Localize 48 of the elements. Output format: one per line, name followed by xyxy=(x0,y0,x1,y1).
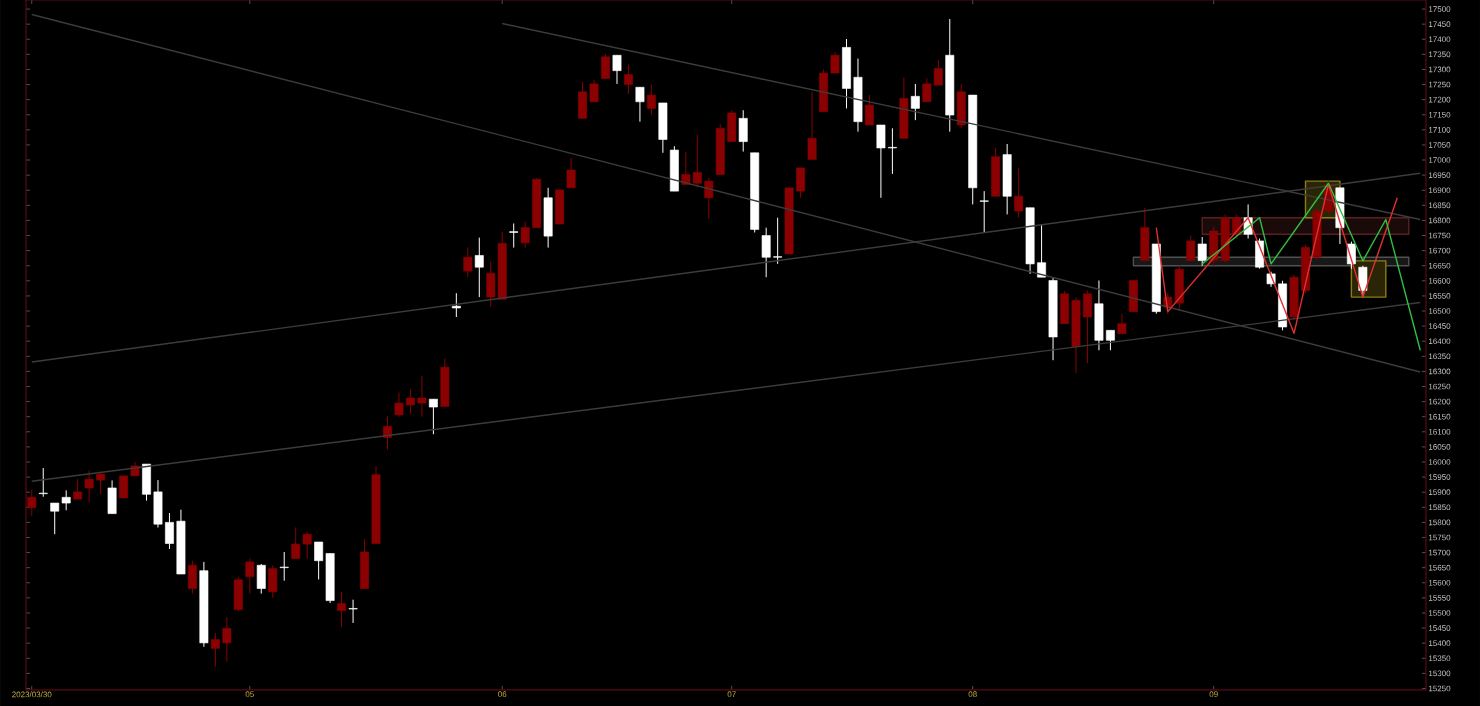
candlestick xyxy=(1117,313,1127,335)
candlestick xyxy=(646,84,656,115)
candlestick xyxy=(256,563,266,595)
candlestick xyxy=(383,415,392,451)
candlestick xyxy=(1197,236,1207,267)
candlestick xyxy=(440,358,450,407)
candlestick xyxy=(1128,280,1138,313)
candlestick xyxy=(463,246,473,278)
candlestick xyxy=(1014,167,1024,219)
candlestick xyxy=(543,187,553,249)
candlestick xyxy=(268,564,278,599)
candlestick xyxy=(279,551,289,582)
candlestick xyxy=(658,102,668,154)
candlestick xyxy=(910,83,920,121)
candlestick xyxy=(27,489,37,517)
candlestick xyxy=(337,591,347,628)
candlestick xyxy=(601,53,610,79)
candlestick xyxy=(1002,143,1012,215)
candlestick xyxy=(566,157,576,189)
candlestick xyxy=(669,145,679,192)
candlestick xyxy=(899,76,909,139)
candlestick xyxy=(73,478,83,500)
candlestick xyxy=(612,54,622,85)
candlestick xyxy=(991,147,1001,197)
candlestick xyxy=(474,237,484,298)
candlestick xyxy=(1358,265,1368,298)
candlestick xyxy=(738,109,748,153)
candlestick xyxy=(509,222,519,249)
candlestick xyxy=(1140,207,1150,262)
candlestick xyxy=(360,538,369,590)
candlestick xyxy=(956,83,966,129)
candlestick xyxy=(1186,235,1196,262)
candlestick xyxy=(635,86,645,123)
line-series xyxy=(1155,183,1398,335)
candlestick xyxy=(807,91,817,160)
candlestick xyxy=(348,599,358,624)
candlestick xyxy=(1255,238,1265,270)
candlestick xyxy=(451,292,461,318)
candlestick xyxy=(979,190,989,233)
candlestick xyxy=(107,479,117,515)
candlestick xyxy=(555,189,565,225)
candlestick xyxy=(428,398,438,435)
candlestick xyxy=(624,64,633,95)
candlestick xyxy=(245,558,255,595)
candlestick xyxy=(865,94,874,126)
candlestick xyxy=(38,467,48,498)
candlestick xyxy=(233,576,243,612)
candlestick xyxy=(187,560,197,595)
